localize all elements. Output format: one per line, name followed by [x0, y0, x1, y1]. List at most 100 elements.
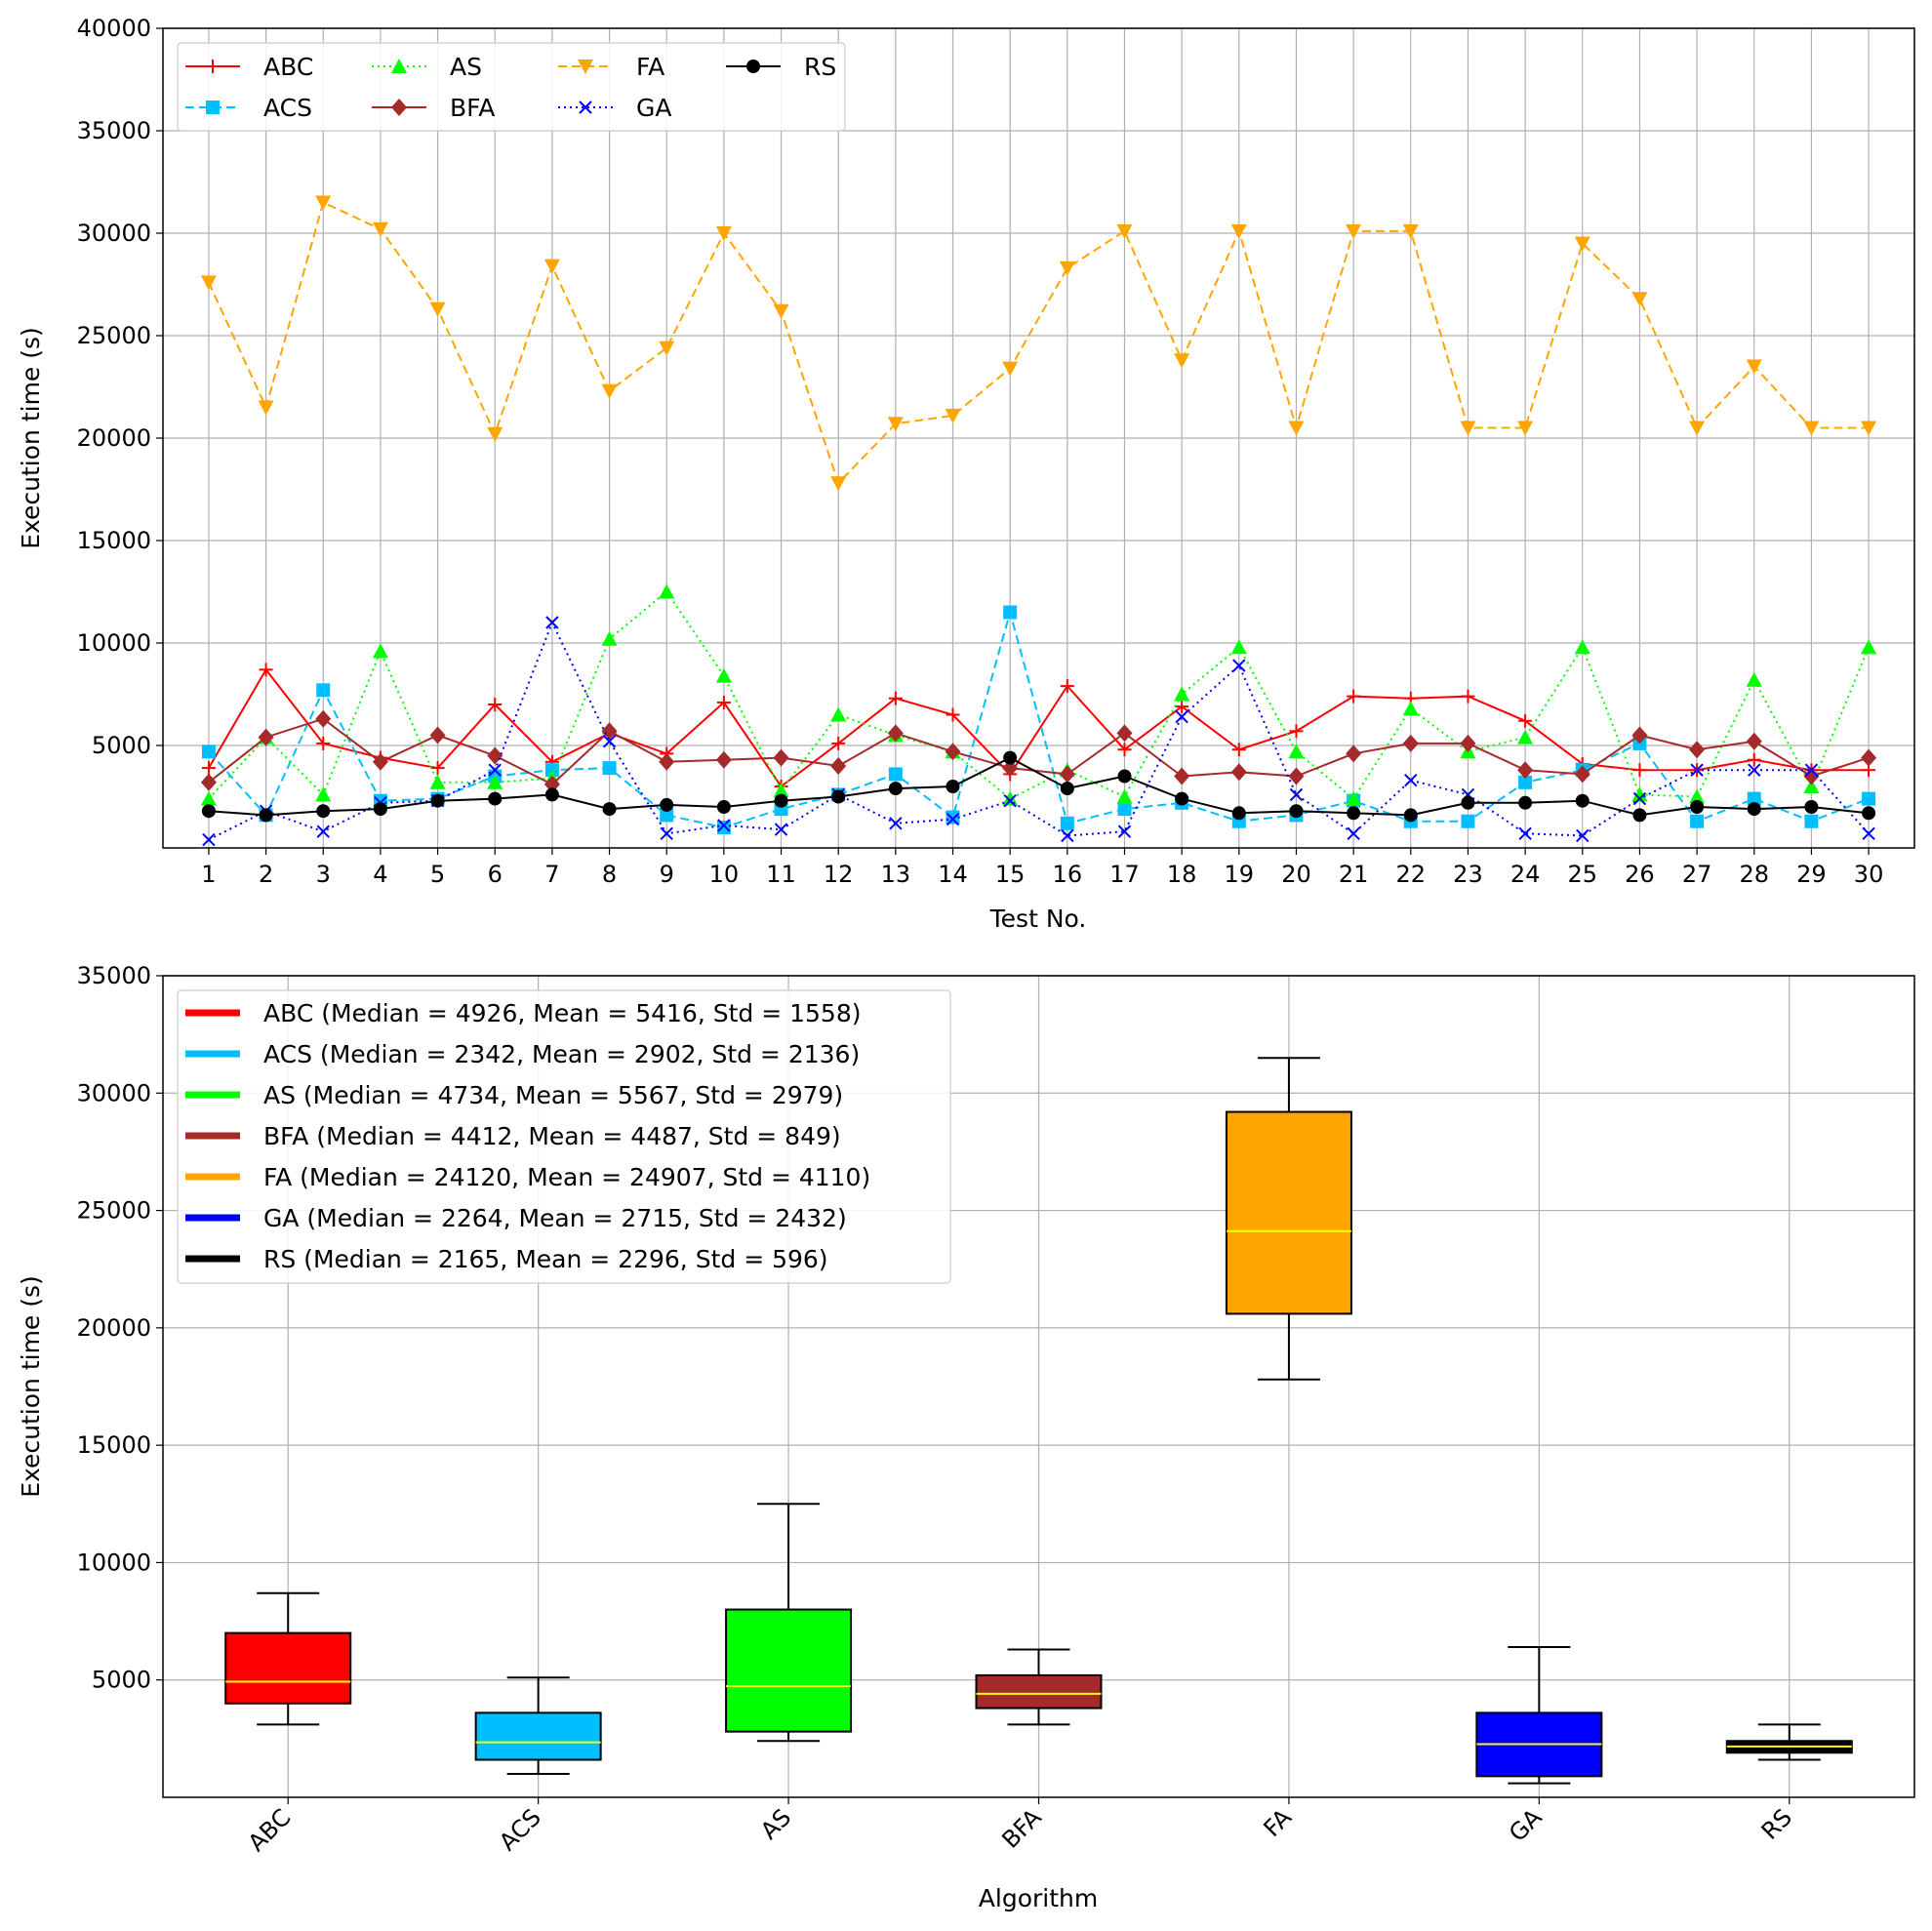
- x-tick-label: 29: [1796, 861, 1827, 888]
- data-point: [1804, 763, 1819, 777]
- data-point: [1689, 421, 1706, 436]
- data-point: [1747, 802, 1761, 817]
- data-point: [429, 774, 446, 789]
- x-tick-label: 21: [1339, 861, 1369, 888]
- x-tick-label: 17: [1109, 861, 1140, 888]
- y-tick-label: 35000: [77, 962, 151, 989]
- data-point: [1689, 741, 1706, 759]
- x-tick-label: 3: [316, 861, 331, 888]
- box-bfa: [975, 1648, 1103, 1726]
- data-point: [830, 706, 847, 722]
- box-plot-panel: ABC ACS AS BFA FA GA RS 5000 10000 15000 20000 2500…: [17, 962, 1915, 1912]
- data-point: [316, 683, 331, 698]
- data-point: [1003, 750, 1018, 765]
- data-point: [1288, 767, 1305, 785]
- data-point: [716, 800, 731, 814]
- data-point: [1175, 791, 1189, 806]
- data-point: [1403, 808, 1418, 823]
- data-point: [716, 821, 731, 834]
- data-point: [1574, 236, 1590, 252]
- data-point: [1862, 826, 1875, 841]
- y-tick-label: 40000: [77, 15, 151, 42]
- y-tick-label: 15000: [77, 1431, 151, 1459]
- data-point: [372, 752, 388, 771]
- box-layer: [224, 1057, 1853, 1785]
- data-point: [1861, 421, 1877, 436]
- legend-marker: [746, 60, 760, 73]
- data-point: [316, 825, 330, 838]
- data-point: [1117, 769, 1132, 784]
- y-tick-label: 25000: [77, 1197, 151, 1225]
- legend-label: ABC (Median = 4926, Mean = 5416, Std = 1…: [263, 999, 862, 1027]
- data-point: [1060, 816, 1074, 830]
- series-line: [208, 667, 1870, 788]
- data-point: [1230, 639, 1247, 655]
- data-point: [259, 808, 273, 823]
- data-point: [1347, 689, 1361, 704]
- legend-entry-ga: GA: [558, 94, 671, 122]
- data-point: [1861, 639, 1877, 655]
- data-point: [773, 303, 789, 319]
- data-point: [889, 817, 903, 830]
- data-point: [1346, 744, 1362, 763]
- data-point: [1803, 779, 1820, 793]
- data-point: [1346, 223, 1362, 239]
- data-point: [1518, 795, 1533, 810]
- top-grid: [163, 27, 1914, 848]
- x-tick-label: GA: [1504, 1803, 1548, 1847]
- data-point: [1288, 744, 1305, 759]
- data-point: [487, 774, 503, 789]
- data-point: [1402, 223, 1419, 239]
- x-tick-label: 10: [709, 861, 740, 888]
- y-tick-label: 5000: [92, 1667, 151, 1694]
- legend-marker: [391, 59, 407, 73]
- data-point: [1174, 686, 1190, 702]
- data-point: [1574, 639, 1590, 655]
- series-fa: [200, 195, 1877, 492]
- data-point: [1230, 223, 1247, 239]
- x-tick-label: 27: [1682, 861, 1712, 888]
- data-point: [1289, 724, 1304, 739]
- data-point: [1404, 773, 1418, 787]
- legend-entry-rs: RS: [726, 53, 836, 81]
- legend-entry: GA (Median = 2264, Mean = 2715, Std = 24…: [185, 1204, 847, 1232]
- data-point: [488, 791, 503, 806]
- box-as: [725, 1503, 853, 1743]
- data-point: [1517, 421, 1534, 436]
- y-tick-label: 10000: [77, 629, 151, 657]
- data-point: [831, 789, 846, 804]
- x-tick-label: 20: [1281, 861, 1311, 888]
- data-point: [945, 743, 961, 761]
- data-point: [1631, 292, 1648, 307]
- box-rs: [1725, 1723, 1853, 1761]
- data-point: [715, 226, 732, 241]
- data-point: [1574, 765, 1590, 784]
- legend-label: FA: [636, 53, 664, 81]
- data-point: [545, 616, 559, 629]
- iqr-box: [975, 1673, 1103, 1710]
- data-point: [1460, 421, 1476, 436]
- legend-box: [177, 989, 951, 1284]
- y-tick-label: 30000: [77, 1079, 151, 1106]
- data-point: [946, 707, 960, 722]
- data-point: [1002, 790, 1019, 806]
- data-point: [774, 823, 788, 836]
- data-point: [1059, 261, 1075, 276]
- y-tick-label: 30000: [77, 220, 151, 247]
- series-bfa: [200, 709, 1877, 793]
- x-tick-label: 6: [488, 861, 503, 888]
- data-point: [487, 746, 503, 765]
- series-line: [208, 201, 1870, 486]
- legend-entry: BFA (Median = 4412, Mean = 4487, Std = 8…: [185, 1122, 841, 1150]
- data-point: [1002, 759, 1019, 778]
- top-series-layer: [200, 195, 1877, 847]
- data-point: [1517, 729, 1534, 744]
- top-x-axis-label: Test No.: [989, 905, 1087, 933]
- x-tick-label: 15: [995, 861, 1026, 888]
- x-tick-label: 5: [430, 861, 445, 888]
- data-point: [1116, 724, 1133, 743]
- series-line: [208, 608, 1870, 829]
- data-point: [1461, 795, 1475, 810]
- x-tick-label: 7: [544, 861, 559, 888]
- data-point: [1232, 659, 1246, 672]
